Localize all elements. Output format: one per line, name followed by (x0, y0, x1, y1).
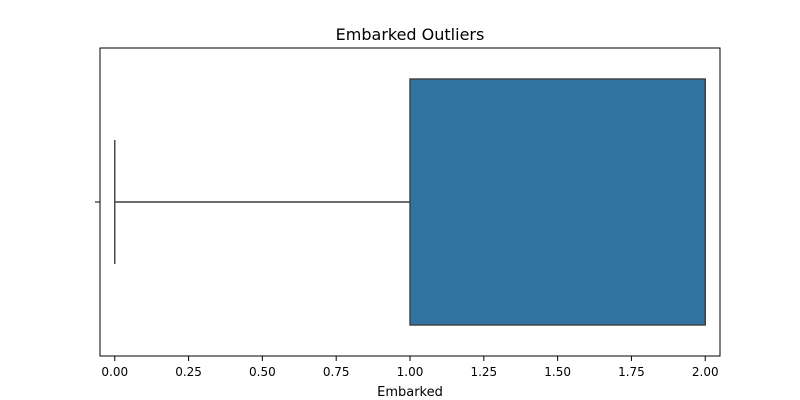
x-tick-label: 2.00 (692, 365, 719, 379)
x-tick-label: 1.50 (544, 365, 571, 379)
x-axis-ticks: 0.00 0.25 0.50 0.75 1.00 1.25 1.50 1.75 2.00 (101, 356, 719, 379)
x-tick-label: 0.00 (101, 365, 128, 379)
iqr-box (409, 78, 706, 326)
plot-marks (114, 78, 706, 326)
x-axis-label: Embarked (377, 385, 443, 400)
x-tick-label: 0.75 (323, 365, 350, 379)
chart-title: Embarked Outliers (336, 25, 485, 44)
x-tick-label: 1.00 (397, 365, 424, 379)
x-tick-label: 1.25 (470, 365, 497, 379)
x-tick-label: 0.25 (175, 365, 202, 379)
x-tick-label: 0.50 (249, 365, 276, 379)
x-tick-label: 1.75 (618, 365, 645, 379)
